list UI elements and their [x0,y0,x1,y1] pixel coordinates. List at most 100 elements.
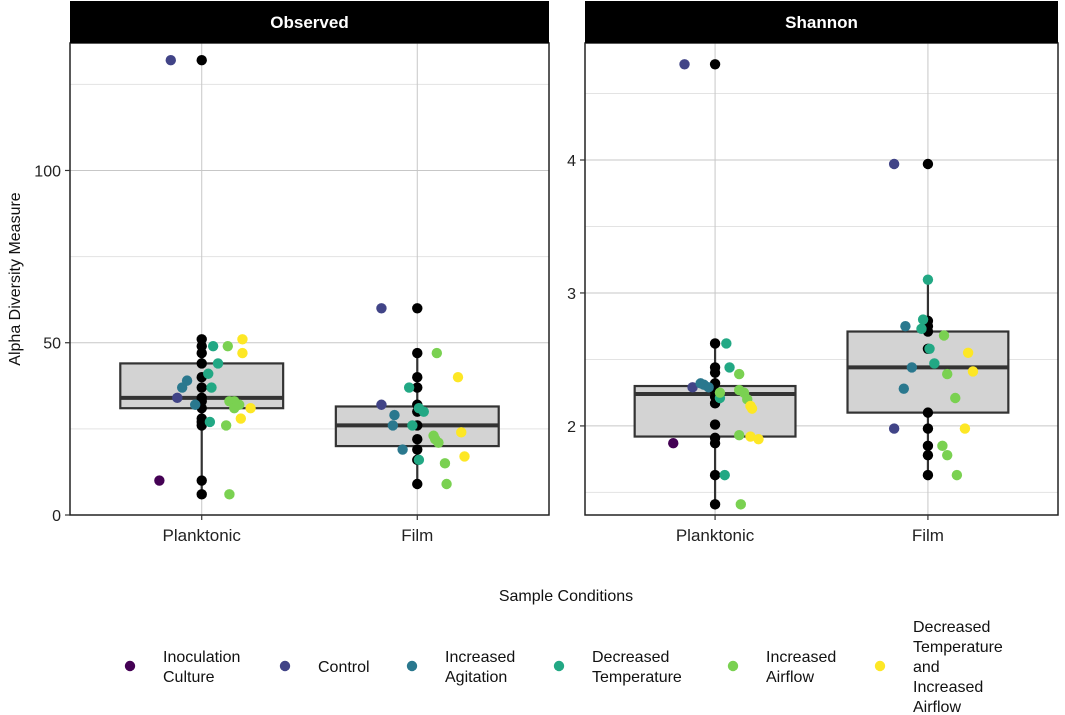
legend-label: Culture [163,669,215,686]
legend-label: Decreased [913,619,990,636]
data-point-none [922,407,934,418]
data-point-none [709,367,721,378]
data-point-none [709,438,721,449]
data-point-dectemp [212,358,224,369]
legend-label: Airflow [766,669,814,686]
plot-background [585,43,1058,515]
data-point-none [709,338,721,349]
data-point-none [412,371,423,383]
data-point-agitation [387,420,399,431]
data-point-control [888,423,900,434]
data-point-dectemp_airflow [967,366,979,377]
legend-item-control: Control [279,659,370,676]
legend-label: Increased [766,649,836,666]
legend-swatch [727,660,739,672]
y-axis-title: Alpha Diversity Measure [7,192,24,366]
data-point-none [196,475,207,486]
strip-header [70,1,549,43]
data-point-dectemp [407,420,418,431]
data-point-airflow [950,392,961,404]
data-point-none [922,449,934,461]
legend-swatch [874,660,886,672]
y-tick-label: 2 [567,419,576,436]
legend-label: Increased [445,649,515,666]
y-tick-label: 4 [567,153,576,170]
y-tick-label: 50 [43,336,61,353]
data-point-dectemp [204,416,216,428]
data-point-airflow [224,489,235,500]
legend-label: Agitation [445,669,507,686]
panel-shannon: Shannon 2 3 4 Planktonic Film [567,1,1059,545]
legend-item-inoculation: Inoculation Culture [124,649,240,686]
data-point-agitation [900,321,911,332]
data-point-none [196,55,207,66]
data-point-dectemp_airflow [962,347,974,358]
x-tick-label: Film [912,526,944,545]
data-point-dectemp [206,382,217,393]
data-point-dectemp [413,454,425,466]
panel-title: Observed [270,13,348,32]
data-point-dectemp [917,314,929,325]
data-point-dectemp [719,469,730,481]
legend-item-agitation: Increased Agitation [406,649,515,686]
data-point-none [709,499,721,510]
box-film [846,279,1010,476]
data-point-dectemp [207,340,219,352]
data-point-airflow [431,347,443,359]
data-point-none [922,423,934,434]
legend-swatch [124,660,136,672]
data-point-dectemp [929,358,940,369]
data-point-none [412,444,423,455]
data-point-none [196,382,207,393]
x-axis-title: Sample Conditions [499,588,633,605]
data-point-dectemp [922,274,934,285]
y-tick-label: 100 [34,163,61,180]
data-point-agitation [389,409,400,421]
y-tick-label: 0 [52,508,61,525]
data-point-none [196,420,207,431]
data-point-airflow [942,449,953,461]
legend-label: Inoculation [163,649,240,666]
data-point-none [922,469,934,481]
data-point-airflow [222,340,233,352]
legend: Inoculation Culture Control Increased Agitat… [124,619,1003,715]
data-point-none [412,434,423,445]
data-point-dectemp_airflow [459,451,470,462]
data-point-inoculation [668,438,679,449]
data-point-agitation [898,383,910,394]
data-point-airflow [439,458,451,469]
data-point-dectemp [403,382,415,393]
data-point-none [412,382,423,393]
data-point-dectemp [724,362,735,373]
data-point-inoculation [154,475,165,486]
legend-label: and [913,659,940,676]
data-point-control [888,158,900,170]
panel-title: Shannon [785,13,858,32]
data-point-airflow [733,368,745,380]
data-point-control [165,55,176,66]
data-point-airflow [233,399,245,410]
x-tick-label: Film [401,526,433,545]
data-point-dectemp_airflow [452,371,464,383]
data-point-dectemp_airflow [746,403,758,414]
data-point-agitation [703,382,714,393]
data-point-agitation [397,444,408,455]
data-point-airflow [733,430,745,441]
data-point-control [376,399,387,410]
data-point-dectemp [203,368,214,379]
data-point-none [196,489,207,500]
data-point-dectemp_airflow [245,402,256,414]
data-point-none [922,158,934,170]
data-point-none [412,303,423,314]
data-point-none [412,347,423,359]
data-point-dectemp_airflow [959,423,971,434]
data-point-dectemp [916,323,927,335]
data-point-dectemp_airflow [745,431,756,442]
data-point-none [412,478,423,490]
data-point-none [196,347,207,359]
strip-header [585,1,1058,43]
data-point-dectemp [418,406,429,417]
data-point-airflow [942,368,953,380]
data-point-airflow [735,499,747,510]
